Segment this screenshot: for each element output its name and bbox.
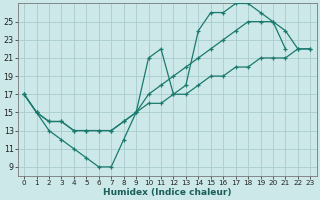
X-axis label: Humidex (Indice chaleur): Humidex (Indice chaleur) (103, 188, 231, 197)
